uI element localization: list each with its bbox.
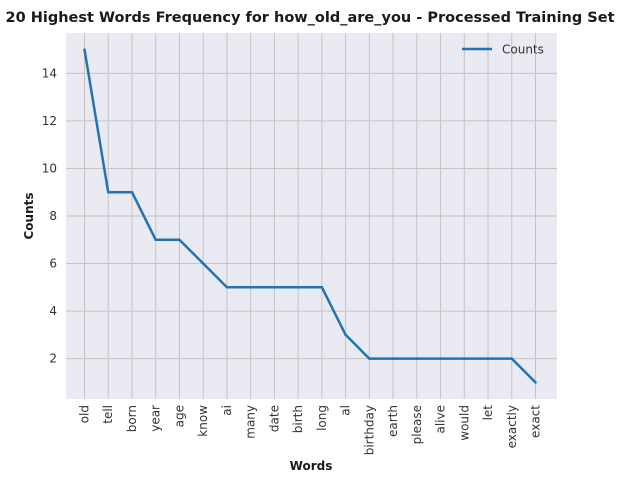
y-tick-label: 10 (42, 161, 57, 175)
x-tick-label: age (172, 405, 186, 427)
x-tick-label: many (244, 405, 258, 439)
y-tick-label: 2 (49, 352, 57, 366)
data-point (106, 190, 110, 194)
x-tick-label: know (196, 405, 210, 437)
x-tick-label: exactly (505, 405, 519, 448)
y-tick-label: 4 (49, 304, 57, 318)
data-point (486, 357, 490, 360)
series-layer (83, 48, 537, 384)
data-point (273, 286, 276, 289)
data-point (130, 190, 134, 194)
data-point (415, 357, 419, 360)
chart-title: 20 Highest Words Frequency for how_old_a… (5, 10, 614, 26)
x-tick-label: earth (386, 405, 400, 437)
x-tick-labels: old tell born year age know ai many date birth lon… (78, 405, 543, 456)
y-tick-label: 8 (49, 209, 57, 223)
x-tick-label: alive (434, 405, 448, 434)
data-point (391, 357, 395, 360)
x-axis-label: Words (290, 459, 333, 473)
data-point (344, 333, 347, 337)
data-point (225, 286, 229, 289)
data-point (320, 286, 324, 289)
x-tick-label: born (125, 405, 139, 432)
data-point (534, 381, 537, 384)
y-tick-label: 12 (42, 114, 57, 128)
data-point (296, 286, 300, 289)
data-point (439, 357, 442, 360)
data-point (201, 262, 205, 265)
data-point (249, 286, 252, 289)
x-tick-label: old (78, 405, 92, 423)
x-tick-label: al (339, 405, 353, 416)
x-tick-label: would (457, 405, 471, 441)
y-tick-labels: 2 4 6 8 10 12 14 (42, 66, 57, 365)
x-tick-label: birth (291, 405, 305, 433)
x-tick-label: ai (220, 405, 234, 416)
data-point (368, 357, 371, 360)
x-tick-label: exact (529, 405, 543, 438)
y-tick-label: 6 (49, 257, 57, 271)
data-point (510, 357, 514, 360)
data-point (154, 238, 157, 242)
x-tick-label: tell (101, 405, 115, 424)
data-point (83, 48, 86, 51)
data-point (178, 238, 181, 242)
y-tick-label: 14 (42, 66, 57, 80)
x-tick-label: let (481, 405, 495, 421)
y-axis-label: Counts (22, 192, 36, 239)
x-tick-label: date (267, 405, 281, 432)
x-tick-label: please (410, 405, 424, 444)
grid (66, 33, 557, 399)
x-tick-label: long (315, 405, 329, 431)
legend: Counts (462, 43, 544, 57)
data-point (463, 357, 466, 360)
series-line-counts (83, 49, 537, 384)
x-tick-label: birthday (362, 405, 376, 455)
legend-label: Counts (502, 43, 544, 57)
x-tick-label: year (149, 405, 163, 432)
